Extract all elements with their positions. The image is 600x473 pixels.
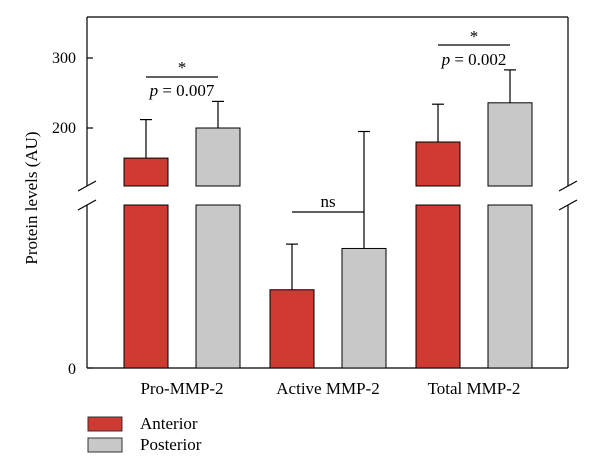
significance-star-pro-mmp-2: *	[178, 58, 187, 77]
bar-total-mmp-2-posterior-upper	[487, 102, 533, 187]
x-tick-label-total-mmp-2: Total MMP-2	[428, 379, 521, 398]
bar-total-mmp-2-anterior-upper	[415, 141, 461, 187]
bar-pro-mmp-2-posterior-upper	[195, 127, 241, 187]
legend-label-posterior: Posterior	[140, 435, 202, 454]
y-tick-label-200: 200	[52, 120, 76, 137]
significance-label-pro-mmp-2: p = 0.007	[149, 81, 215, 100]
axis-break-mark	[558, 199, 578, 211]
x-tick-label-active-mmp-2: Active MMP-2	[276, 379, 379, 398]
significance-annotations: * p = 0.007 ns * p = 0.002	[146, 27, 510, 213]
bar-active-mmp-2-anterior	[269, 289, 315, 369]
bar-active-mmp-2-posterior	[341, 247, 387, 369]
bar-total-mmp-2-posterior-lower	[487, 204, 533, 369]
y-axis-label: Protein levels (AU)	[22, 131, 41, 264]
bar-pro-mmp-2-anterior-upper	[123, 157, 169, 187]
significance-label-active-mmp-2: ns	[320, 192, 335, 211]
y-tick-label-0: 0	[68, 361, 76, 378]
axis-break-mark	[77, 199, 97, 211]
x-tick-label-pro-mmp-2: Pro-MMP-2	[140, 379, 223, 398]
error-bars	[140, 69, 516, 290]
significance-star-total-mmp-2: *	[470, 27, 479, 46]
legend-swatch-anterior	[87, 416, 123, 432]
bar-pro-mmp-2-anterior-lower	[123, 204, 169, 369]
bar-pro-mmp-2-posterior-lower	[195, 204, 241, 369]
y-tick-label-300: 300	[52, 50, 76, 67]
bars	[123, 102, 533, 369]
bar-total-mmp-2-anterior-lower	[415, 204, 461, 369]
legend: Anterior Posterior	[87, 414, 202, 454]
legend-label-anterior: Anterior	[140, 414, 198, 433]
legend-swatch-posterior	[87, 437, 123, 453]
axis-break-mark	[77, 180, 97, 192]
axis-break-mark	[558, 180, 578, 192]
significance-label-total-mmp-2: p = 0.002	[441, 50, 507, 69]
